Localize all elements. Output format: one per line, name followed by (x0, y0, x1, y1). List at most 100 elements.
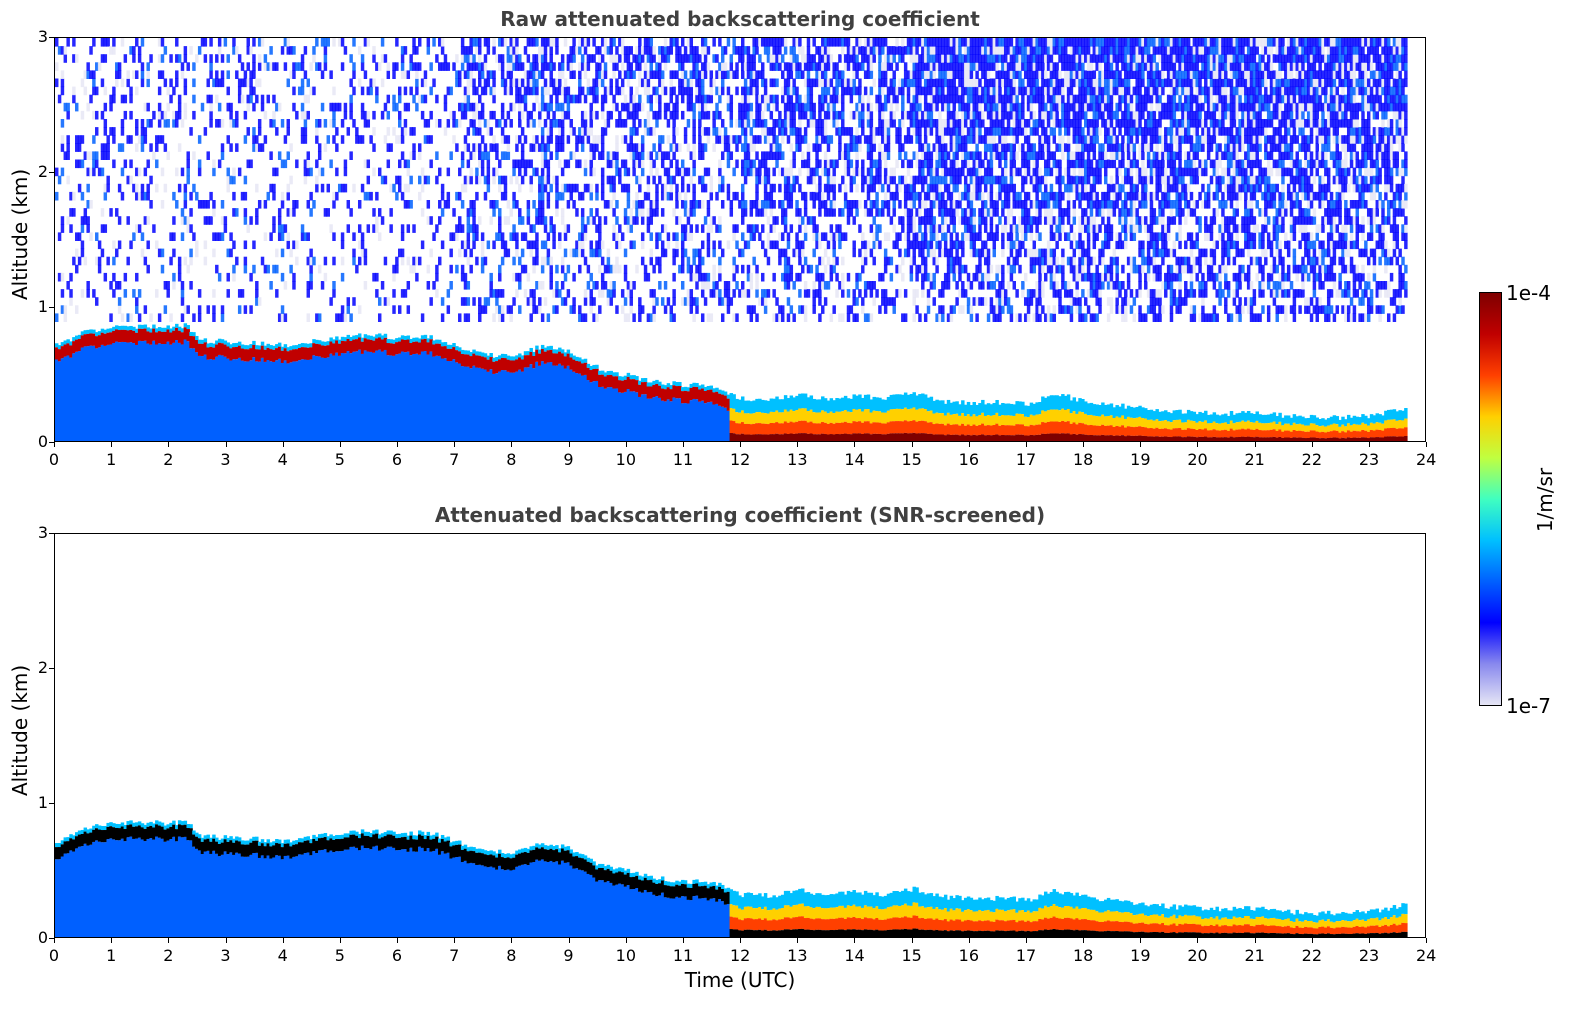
noise-cell (806, 216, 811, 225)
noise-cell (961, 127, 965, 136)
noise-cell (589, 54, 593, 63)
noise-cell (978, 38, 982, 47)
noise-cell (1032, 54, 1037, 63)
noise-cell (523, 289, 528, 298)
noise-cell (315, 159, 319, 169)
noise-cell (858, 110, 862, 120)
noise-cell (409, 86, 413, 96)
noise-cell (809, 94, 814, 104)
noise-cell (795, 135, 799, 144)
noise-cell (886, 86, 891, 96)
noise-cell (120, 78, 125, 88)
noise-cell (1018, 264, 1022, 274)
noise-cell (60, 216, 65, 225)
noise-cell (958, 102, 962, 112)
noise-cell (672, 119, 676, 128)
noise-cell (823, 62, 828, 71)
noise-cell (918, 143, 922, 152)
noise-cell (572, 183, 576, 193)
noise-cell (1041, 127, 1045, 136)
noise-cell (163, 281, 168, 290)
noise-cell (418, 62, 422, 71)
noise-cell (755, 102, 759, 112)
noise-cell (332, 110, 336, 120)
noise-cell (1009, 313, 1014, 322)
noise-cell (1043, 208, 1048, 217)
noise-cell (463, 94, 468, 104)
noise-cell (115, 281, 119, 290)
noise-cell (615, 216, 619, 225)
noise-cell (1015, 313, 1019, 322)
noise-cell (623, 54, 628, 63)
noise-cell (315, 127, 319, 136)
noise-cell (783, 191, 788, 201)
noise-cell (932, 143, 936, 152)
noise-cell (826, 167, 831, 177)
noise-cell (180, 232, 185, 241)
noise-cell (826, 54, 831, 63)
noise-cell (832, 208, 836, 217)
noise-cell (812, 191, 816, 201)
noise-cell (386, 110, 391, 120)
noise-cell (966, 208, 971, 217)
noise-cell (515, 46, 519, 55)
noise-cell (303, 119, 308, 128)
noise-cell (781, 216, 785, 225)
noise-cell (538, 305, 542, 314)
noise-cell (395, 264, 399, 274)
noise-cell (755, 135, 759, 144)
noise-cell (712, 264, 716, 274)
noise-cell (655, 183, 659, 193)
noise-cell (1035, 70, 1039, 79)
noise-cell (635, 175, 639, 185)
noise-cell (758, 232, 762, 241)
noise-cell (700, 86, 705, 96)
noise-cell (295, 256, 299, 266)
noise-cell (903, 191, 908, 201)
noise-cell (1038, 208, 1042, 217)
noise-cell (675, 143, 679, 152)
noise-cell (881, 272, 885, 282)
noise-cell (655, 151, 659, 160)
noise-cell (918, 102, 922, 112)
noise-cell (86, 62, 90, 71)
noise-cell (160, 54, 165, 63)
noise-cell (95, 110, 99, 120)
noise-cell (781, 305, 785, 314)
noise-cell (306, 281, 310, 290)
noise-cell (892, 119, 896, 128)
noise-cell (237, 54, 242, 63)
noise-cell (783, 224, 788, 233)
noise-cell (703, 38, 708, 47)
noise-cell (235, 208, 239, 217)
noise-cell (678, 167, 682, 177)
noise-cell (978, 297, 982, 306)
noise-cell (923, 208, 928, 217)
noise-cell (315, 135, 319, 144)
noise-cell (303, 175, 308, 185)
noise-cell (620, 232, 625, 241)
noise-cell (106, 183, 110, 193)
noise-cell (66, 102, 70, 112)
noise-cell (1026, 94, 1031, 104)
noise-cell (466, 313, 471, 322)
noise-cell (983, 54, 988, 63)
noise-cell (512, 167, 516, 177)
noise-cell (781, 208, 785, 217)
noise-cell (898, 151, 902, 160)
noise-cell (175, 54, 179, 63)
noise-cell (995, 175, 999, 185)
noise-cell (963, 264, 968, 274)
noise-cell (206, 151, 210, 160)
noise-cell (500, 54, 505, 63)
noise-cell (998, 102, 1002, 112)
noise-cell (935, 78, 939, 88)
noise-cell (929, 248, 934, 258)
noise-cell (446, 305, 451, 314)
noise-cell (872, 175, 876, 185)
noise-cell (1032, 175, 1037, 185)
noise-cell (726, 151, 731, 160)
noise-cell (320, 102, 325, 112)
noise-cell (460, 297, 465, 306)
noise-cell (283, 159, 288, 169)
